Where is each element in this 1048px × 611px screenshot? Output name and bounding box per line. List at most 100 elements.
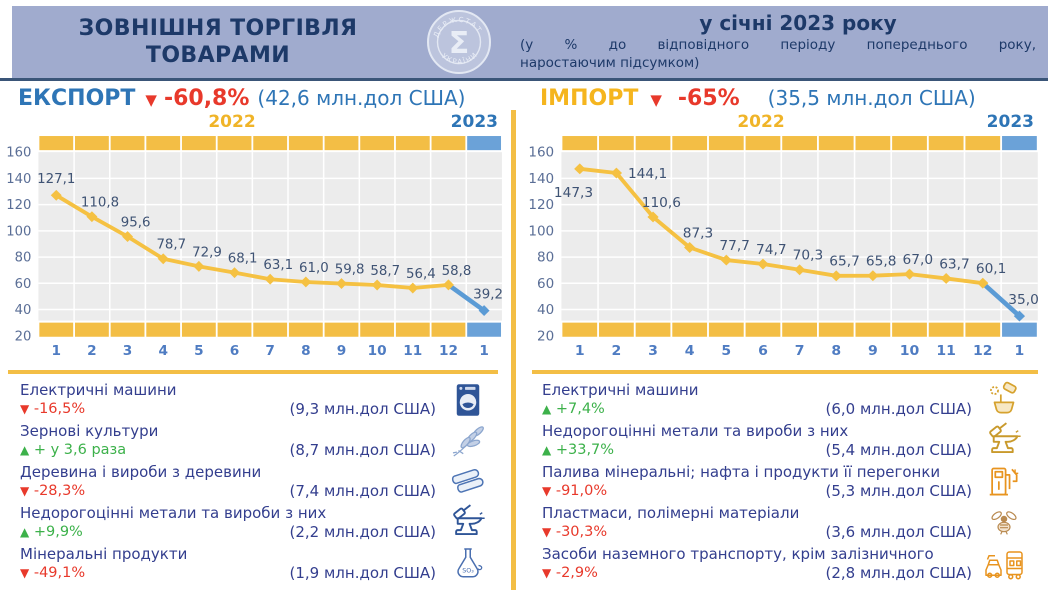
commodity-item: Палива мінеральні; нафта і продукти її п… — [542, 461, 1030, 502]
commodity-amount: (7,4 млн.дол США) — [289, 482, 436, 500]
commodity-name: Недорогоцінні метали та вироби з них — [542, 422, 849, 440]
commodity-text: Пластмаси, полімерні матеріали ▼ -30,3% (3… — [542, 504, 972, 541]
down-triangle-icon: ▼ — [542, 525, 552, 539]
header: ЗОВНІШНЯ ТОРГІВЛЯ ТОВАРАМИ ДЕРЖСТАТ УКРА… — [0, 0, 1048, 81]
svg-text:68,1: 68,1 — [228, 252, 258, 267]
up-triangle-icon: ▲ — [542, 443, 552, 457]
svg-text:3: 3 — [648, 343, 658, 359]
commodity-change-row: ▼ -49,1% (1,9 млн.дол США) — [20, 564, 436, 582]
svg-text:65,8: 65,8 — [866, 254, 897, 270]
svg-text:59,8: 59,8 — [335, 262, 365, 277]
up-triangle-icon: ▲ — [20, 525, 30, 539]
content: ЕКСПОРТ ▼ -60,8% (42,6 млн.дол США) 2022… — [0, 84, 1048, 611]
page-title-line2: ТОВАРАМИ — [145, 43, 291, 68]
svg-text:140: 140 — [528, 172, 554, 187]
commodity-text: Засоби наземного транспорту, крім залізн… — [542, 545, 972, 582]
mixer-icon — [978, 381, 1030, 419]
commodity-change: ▲ + у 3,6 раза — [20, 442, 127, 458]
commodity-change-row: ▲ +33,7% (5,4 млн.дол США) — [542, 441, 972, 459]
svg-text:144,1: 144,1 — [628, 166, 667, 182]
commodity-text: Зернові культури ▲ + у 3,6 раза (8,7 млн.д… — [20, 422, 436, 459]
period-subtitle-line2: наростаючим підсумком) — [520, 55, 700, 71]
svg-text:12: 12 — [439, 343, 458, 359]
svg-text:160: 160 — [6, 146, 31, 161]
header-period-block: у січні 2023 року (у % до відповідного п… — [494, 11, 1048, 72]
up-triangle-icon: ▲ — [542, 402, 552, 416]
svg-text:61,0: 61,0 — [299, 261, 329, 276]
svg-text:9: 9 — [868, 343, 878, 359]
commodity-change: ▼ -28,3% — [20, 483, 86, 499]
year-2023-label: 2023 — [986, 112, 1034, 132]
svg-text:20: 20 — [537, 329, 554, 344]
svg-text:100: 100 — [6, 224, 31, 239]
logo-sigma: Σ — [449, 26, 470, 61]
export-section: ЕКСПОРТ ▼ -60,8% (42,6 млн.дол США) 2022… — [2, 84, 508, 611]
commodity-change-row: ▼ -2,9% (2,8 млн.дол США) — [542, 564, 972, 582]
svg-text:72,9: 72,9 — [192, 245, 222, 260]
commodity-change-row: ▲ +7,4% (6,0 млн.дол США) — [542, 400, 972, 418]
svg-text:74,7: 74,7 — [756, 242, 787, 258]
commodity-change-row: ▼ -16,5% (9,3 млн.дол США) — [20, 400, 436, 418]
import-year-row: 2022 2023 — [524, 112, 1044, 133]
svg-text:147,3: 147,3 — [554, 185, 593, 201]
svg-text:12: 12 — [973, 343, 993, 359]
svg-text:58,8: 58,8 — [442, 264, 472, 279]
down-triangle-icon: ▼ — [542, 484, 552, 498]
import-amount: (35,5 млн.дол США) — [767, 86, 976, 110]
commodity-change-row: ▼ -28,3% (7,4 млн.дол США) — [20, 482, 436, 500]
svg-text:7: 7 — [265, 343, 274, 359]
down-triangle-icon: ▼ — [650, 91, 662, 109]
svg-text:11: 11 — [936, 343, 956, 359]
commodity-change: ▼ -49,1% — [20, 565, 86, 581]
svg-text:9: 9 — [337, 343, 346, 359]
svg-text:63,7: 63,7 — [939, 257, 970, 273]
commodity-amount: (3,6 млн.дол США) — [825, 523, 972, 541]
commodity-change: ▲ +7,4% — [542, 401, 605, 417]
svg-text:10: 10 — [900, 343, 920, 359]
commodity-name: Електричні машини — [20, 381, 177, 399]
svg-text:60,1: 60,1 — [976, 261, 1007, 277]
import-section: ІМПОРТ ▼ -65% (35,5 млн.дол США) 2022 20… — [524, 84, 1044, 611]
commodity-name: Пластмаси, полімерні матеріали — [542, 504, 800, 522]
commodity-name: Деревина і вироби з деревини — [20, 463, 262, 481]
anvil-blue-icon — [442, 503, 494, 542]
year-2023-label: 2023 — [450, 112, 498, 132]
commodity-amount: (2,8 млн.дол США) — [825, 564, 972, 582]
commodity-change: ▼ -16,5% — [20, 401, 86, 417]
svg-text:10: 10 — [368, 343, 387, 359]
header-band: ЗОВНІШНЯ ТОРГІВЛЯ ТОВАРАМИ ДЕРЖСТАТ УКРА… — [12, 6, 1048, 78]
commodity-amount: (8,7 млн.дол США) — [289, 441, 436, 459]
commodity-change: ▼ -30,3% — [542, 524, 608, 540]
commodity-item: Мінеральні продукти ▼ -49,1% (1,9 млн.дол … — [20, 543, 494, 584]
commodity-text: Мінеральні продукти ▼ -49,1% (1,9 млн.дол … — [20, 545, 436, 582]
svg-text:100: 100 — [528, 225, 554, 240]
svg-text:127,1: 127,1 — [37, 172, 75, 187]
commodity-amount: (2,2 млн.дол США) — [289, 523, 436, 541]
commodity-change: ▲ +33,7% — [542, 442, 615, 458]
svg-text:56,4: 56,4 — [406, 267, 436, 282]
commodity-name: Засоби наземного транспорту, крім залізн… — [542, 545, 934, 563]
commodity-amount: (6,0 млн.дол США) — [825, 400, 972, 418]
svg-text:78,7: 78,7 — [156, 238, 186, 253]
svg-text:160: 160 — [528, 146, 554, 161]
washing-machine-icon — [442, 381, 494, 419]
svg-text:6: 6 — [758, 343, 768, 359]
up-triangle-icon: ▲ — [20, 443, 30, 457]
down-triangle-icon: ▼ — [20, 484, 30, 498]
commodity-amount: (9,3 млн.дол США) — [289, 400, 436, 418]
export-items-list: Електричні машини ▼ -16,5% (9,3 млн.дол СШ… — [2, 377, 508, 584]
commodity-name: Палива мінеральні; нафта і продукти її п… — [542, 463, 941, 481]
svg-text:67,0: 67,0 — [903, 252, 934, 268]
svg-text:SO₃: SO₃ — [462, 566, 474, 574]
page-title: ЗОВНІШНЯ ТОРГІВЛЯ ТОВАРАМИ — [12, 15, 424, 70]
export-year-row: 2022 2023 — [2, 112, 508, 133]
commodity-change-row: ▼ -30,3% (3,6 млн.дол США) — [542, 523, 972, 541]
year-2022-label: 2022 — [737, 112, 785, 132]
vertical-divider — [511, 110, 516, 590]
commodity-item: Електричні машини ▲ +7,4% (6,0 млн.дол США… — [542, 379, 1030, 420]
commodity-text: Палива мінеральні; нафта і продукти її п… — [542, 463, 972, 500]
commodity-text: Деревина і вироби з деревини ▼ -28,3% (7,4… — [20, 463, 436, 500]
